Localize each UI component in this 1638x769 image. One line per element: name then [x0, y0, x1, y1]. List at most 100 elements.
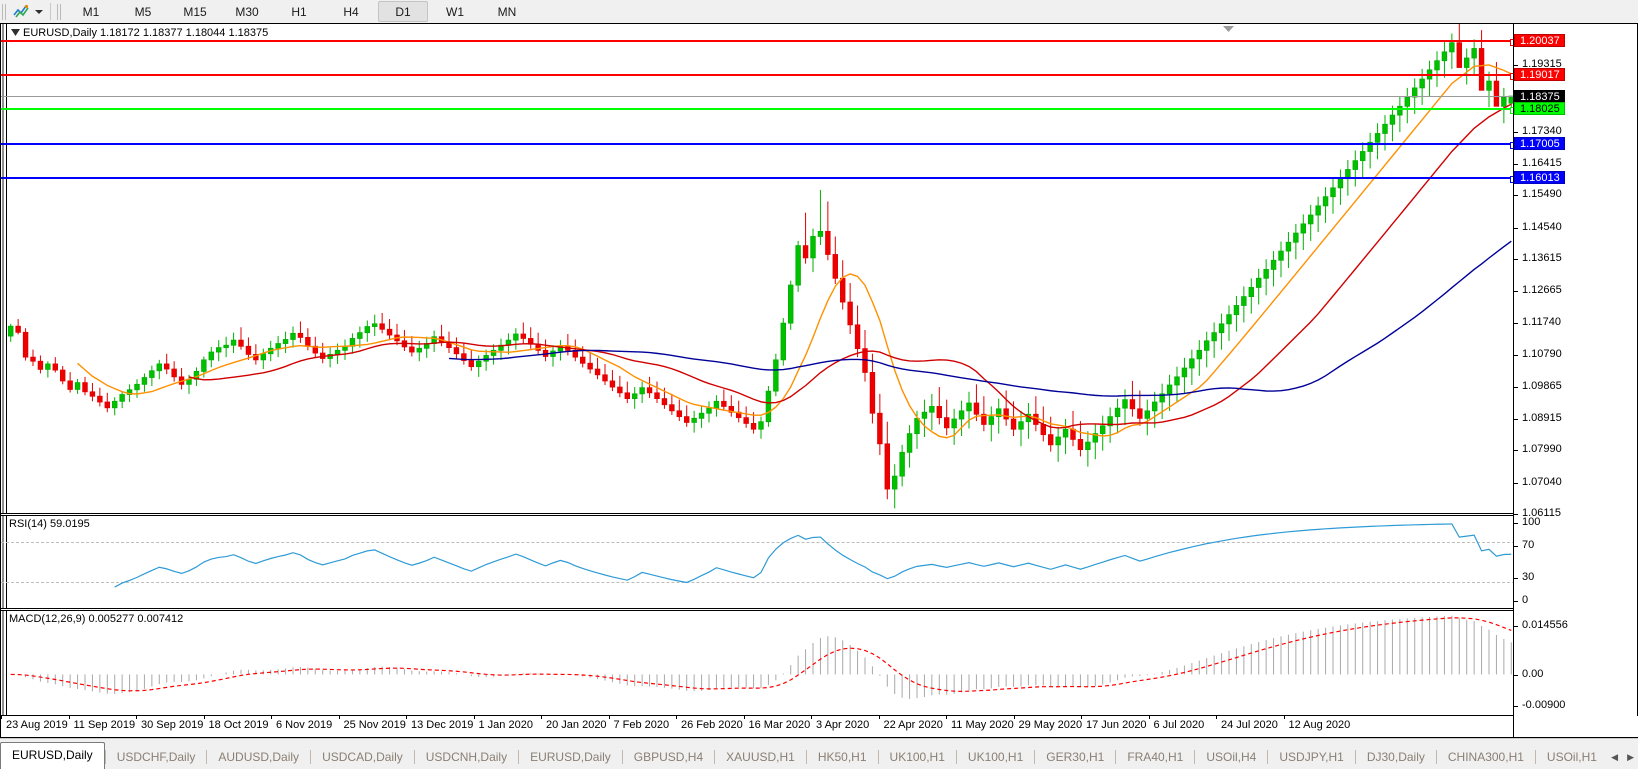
timeframe-m1[interactable]: M1	[82, 4, 100, 19]
timeframe-m5[interactable]: M5	[134, 4, 152, 19]
price-tick: 1.07040	[1514, 476, 1562, 488]
rsi-level-label: 30	[1514, 571, 1534, 583]
price-tick: 1.15490	[1514, 188, 1562, 200]
tab-usdcnh-daily[interactable]: USDCNH,Daily	[425, 750, 508, 764]
price-axis[interactable]: 1.19315 1.17340 1.16415 1.15490 1.14540 1.136…	[1513, 24, 1637, 737]
tab-divider	[1034, 750, 1036, 764]
chart-tab-bar[interactable]: EURUSD,Daily USDCHF,Daily AUDUSD,Daily USDC…	[0, 738, 1638, 769]
price-marker-blue[interactable]: 1.16013	[1514, 170, 1565, 184]
hline-support-lower[interactable]	[1, 175, 1517, 183]
rsi-macd-divider-2	[1, 610, 1637, 611]
timeframe-h1[interactable]: H1	[291, 4, 307, 19]
price-tick: 1.10790	[1514, 348, 1562, 360]
chart-frame[interactable]: EURUSD,Daily 1.18172 1.18377 1.18044 1.1…	[0, 23, 1638, 738]
hline-last-price[interactable]	[1, 96, 1516, 98]
chevron-left-icon[interactable]: ◀	[1611, 751, 1619, 762]
macd-scale-strip	[1, 611, 7, 715]
macd-label: MACD(12,26,9) 0.005277 0.007412	[9, 613, 184, 625]
price-marker-red[interactable]: 1.19017	[1514, 68, 1565, 82]
tab-ger30-h1[interactable]: GER30,H1	[1046, 750, 1105, 764]
rsi-panel[interactable]: RSI(14) 59.0195	[1, 516, 1637, 608]
timeframe-h4[interactable]: H4	[343, 4, 359, 19]
date-tick: 13 Dec 2019	[405, 715, 474, 731]
tab-divider	[877, 750, 879, 764]
tab-divider	[206, 750, 208, 764]
date-axis: 23 Aug 2019 11 Sep 2019 30 Sep 2019 18 Oct …	[1, 715, 1638, 737]
indicators-icon[interactable]	[10, 2, 32, 21]
timeframe-d1[interactable]: D1	[378, 1, 428, 22]
chevron-down-icon[interactable]	[32, 2, 46, 21]
tab-divider	[805, 750, 807, 764]
scroll-anchor-icon[interactable]	[1223, 26, 1234, 32]
price-marker-blue[interactable]: 1.17005	[1514, 136, 1565, 150]
rsi-label: RSI(14) 59.0195	[9, 518, 90, 530]
tab-divider	[955, 750, 957, 764]
hline-resistance-lower[interactable]	[1, 73, 1517, 81]
tab-china300-h1[interactable]: CHINA300,H1	[1447, 750, 1524, 764]
rsi-plot	[114, 523, 1512, 588]
timeframe-group: M1 M5 M15 M30 H1 H4 D1 W1 MN	[65, 1, 533, 22]
chevron-right-icon[interactable]: ▶	[1627, 751, 1634, 762]
tab-dj30-daily[interactable]: DJ30,Daily	[1366, 750, 1425, 764]
date-tick: 16 Mar 2020	[743, 715, 811, 731]
rsi-level-label: 0	[1514, 594, 1528, 606]
tab-uk100-h1[interactable]: UK100,H1	[889, 750, 945, 764]
tab-usdchf-daily[interactable]: USDCHF,Daily	[116, 750, 196, 764]
date-tick: 30 Sep 2019	[135, 715, 204, 731]
tab-divider	[714, 750, 716, 764]
price-marker-green[interactable]: 1.18025	[1514, 102, 1565, 116]
macd-level-label: -0.00900	[1514, 699, 1565, 711]
price-panel[interactable]: EURUSD,Daily 1.18172 1.18377 1.18044 1.1…	[1, 24, 1637, 513]
macd-panel[interactable]: MACD(12,26,9) 0.005277 0.007412	[1, 611, 1637, 715]
tab-divider	[518, 750, 520, 764]
tab-divider	[310, 750, 312, 764]
top-toolbar: M1 M5 M15 M30 H1 H4 D1 W1 MN	[0, 0, 1638, 24]
tab-hk50-h1[interactable]: HK50,H1	[817, 750, 867, 764]
price-tick: 1.09865	[1514, 380, 1562, 392]
tab-divider	[1354, 750, 1356, 764]
date-tick: 6 Nov 2019	[270, 715, 333, 731]
tab-uk100-h1[interactable]: UK100,H1	[967, 750, 1024, 764]
tab-divider	[1534, 750, 1536, 764]
timeframe-m30[interactable]: M30	[235, 4, 259, 19]
hline-pivot[interactable]	[1, 107, 1517, 115]
date-tick: 18 Oct 2019	[203, 715, 269, 731]
tab-scroll-controls[interactable]: ◀ ▶	[1611, 745, 1638, 769]
rsi-level-30	[1, 582, 1515, 583]
hline-support-upper[interactable]	[1, 141, 1517, 149]
tab-fra40-h1[interactable]: FRA40,H1	[1127, 750, 1184, 764]
macd-plot	[10, 615, 1512, 699]
tab-eurusd-daily[interactable]: EURUSD,Daily	[530, 750, 611, 764]
timeframe-drag-grip[interactable]	[57, 3, 62, 20]
tab-gbpusd-h4[interactable]: GBPUSD,H4	[633, 750, 704, 764]
date-tick: 24 Jul 2020	[1216, 715, 1278, 731]
date-tick: 11 May 2020	[946, 715, 1014, 731]
macd-level-label: 0.00	[1514, 668, 1543, 680]
triangle-down-icon[interactable]	[11, 29, 20, 36]
tab-audusd-daily[interactable]: AUDUSD,Daily	[218, 750, 300, 764]
hline-resistance-upper[interactable]	[1, 38, 1517, 46]
tab-usoil-h1[interactable]: USOil,H1	[1546, 750, 1597, 764]
price-tick: 1.16415	[1514, 157, 1562, 169]
tab-usoil-h4[interactable]: USOil,H4	[1206, 750, 1257, 764]
tab-xauusd-h1[interactable]: XAUUSD,H1	[726, 750, 795, 764]
tab-usdcad-daily[interactable]: USDCAD,Daily	[322, 750, 403, 764]
timeframe-m15[interactable]: M15	[183, 4, 207, 19]
rsi-macd-divider	[1, 608, 1637, 609]
price-rsi-divider-2	[1, 515, 1637, 516]
chart-title: EURUSD,Daily 1.18172 1.18377 1.18044 1.1…	[23, 27, 269, 39]
timeframe-mn[interactable]: MN	[497, 4, 517, 19]
tab-usdjpy-h1[interactable]: USDJPY,H1	[1279, 750, 1344, 764]
date-tick: 1 Jan 2020	[473, 715, 533, 731]
drag-grip[interactable]	[2, 3, 7, 20]
tab-eurusd-daily[interactable]: EURUSD,Daily	[0, 742, 105, 769]
date-tick: 17 Jun 2020	[1081, 715, 1147, 731]
date-tick: 20 Jan 2020	[541, 715, 607, 731]
macd-level-label: 0.014556	[1514, 619, 1568, 631]
price-marker-red[interactable]: 1.20037	[1514, 33, 1565, 47]
candlestick-plot	[8, 24, 1514, 509]
timeframe-w1[interactable]: W1	[446, 4, 464, 19]
price-tick: 1.14540	[1514, 221, 1562, 233]
tab-divider	[621, 750, 623, 764]
tab-divider	[1435, 750, 1437, 764]
